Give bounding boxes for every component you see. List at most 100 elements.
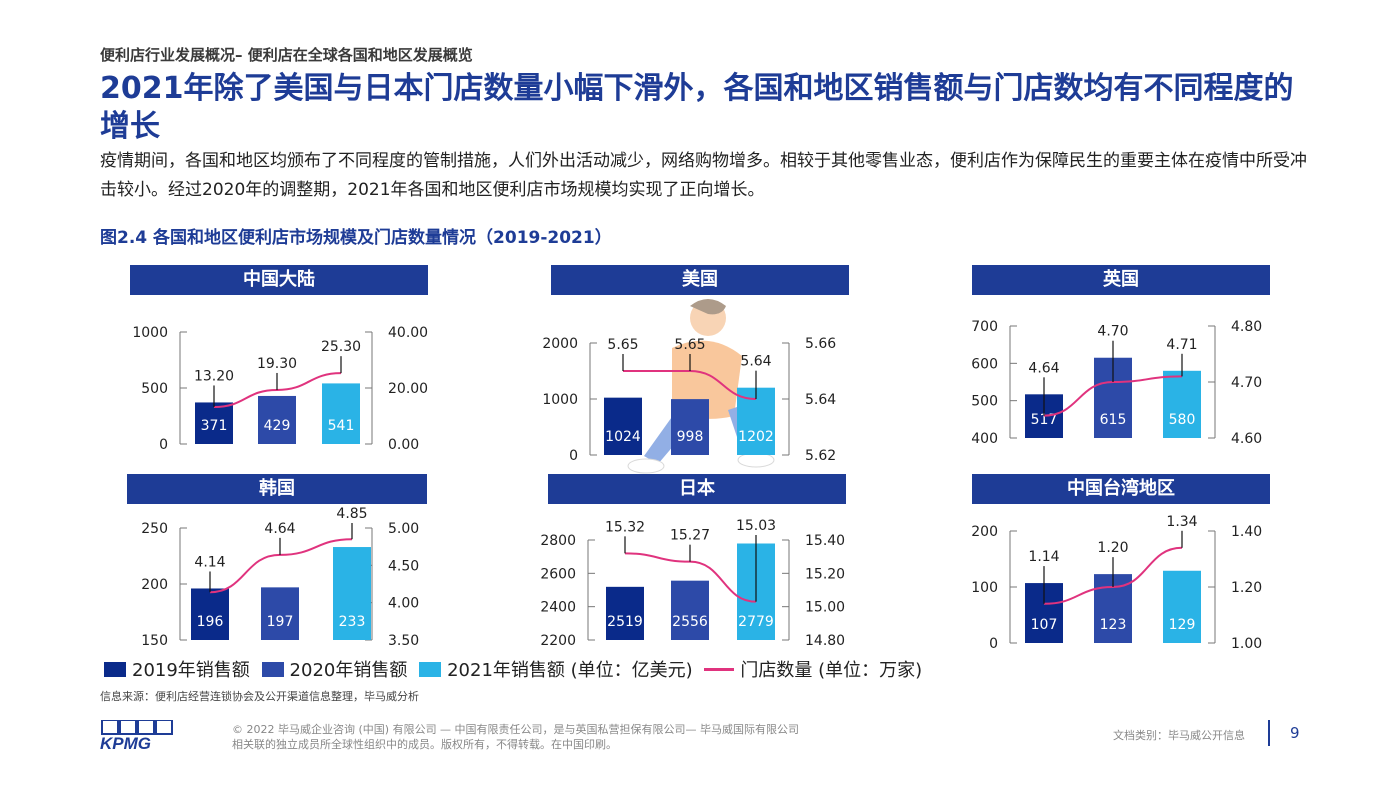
- store-count-label: 4.64: [1028, 360, 1059, 376]
- bar-2020: [258, 395, 296, 444]
- left-axis-tick-label: 2000: [542, 336, 578, 352]
- right-axis-tick-label: 0.00: [388, 437, 419, 453]
- left-axis-tick-label: 2200: [540, 633, 576, 649]
- left-axis-tick-label: 2400: [540, 600, 576, 616]
- intro-paragraph: 疫情期间，各国和地区均颁布了不同程度的管制措施，人们外出活动减少，网络购物增多。…: [100, 151, 1307, 200]
- bar-value-label: 107: [1031, 617, 1058, 633]
- legend-item-2019: 2019年销售额: [104, 656, 250, 682]
- legend-swatch-2021: [419, 662, 442, 677]
- bar-2019: [195, 402, 233, 444]
- right-axis-tick-label: 4.80: [1231, 319, 1262, 335]
- store-count-line: [622, 369, 757, 400]
- right-axis-tick-label: 1.00: [1231, 636, 1262, 652]
- right-axis-tick-label: 15.20: [805, 566, 845, 582]
- right-axis-tick-label: 5.64: [805, 392, 836, 408]
- left-axis-tick-label: 150: [141, 633, 168, 649]
- legend-label-stores: 门店数量 (单位：万家): [740, 660, 923, 681]
- store-count-label: 4.70: [1097, 324, 1128, 340]
- store-count-label: 5.65: [674, 337, 705, 353]
- panel-header-taiwan: 中国台湾地区: [972, 474, 1270, 504]
- bar-2021: [1163, 570, 1201, 643]
- bar-value-label: 2779: [738, 614, 774, 630]
- left-axis-tick-label: 1000: [132, 325, 168, 341]
- bar-2021: [322, 383, 360, 444]
- store-count-label: 19.30: [257, 356, 297, 372]
- right-axis-tick-label: 5.66: [805, 336, 836, 352]
- bar-value-label: 371: [201, 418, 228, 434]
- bar-2020: [671, 399, 709, 455]
- store-count-label: 4.85: [336, 506, 367, 522]
- legend-item-stores: 门店数量 (单位：万家): [704, 656, 922, 682]
- left-axis-tick-label: 700: [971, 319, 998, 335]
- right-axis-tick-label: 14.80: [805, 633, 845, 649]
- right-axis-tick-label: 40.00: [388, 325, 428, 341]
- right-axis-tick-label: 4.60: [1231, 431, 1262, 447]
- left-axis-tick-label: 500: [141, 381, 168, 397]
- document-classification: 文档类别：毕马威公开信息: [1113, 729, 1245, 742]
- right-axis-tick-label: 1.40: [1231, 524, 1262, 540]
- kpmg-logo: KPMG: [100, 720, 173, 752]
- bar-value-label: 615: [1100, 412, 1127, 428]
- bar-value-label: 429: [264, 418, 291, 434]
- bar-value-label: 123: [1100, 617, 1127, 633]
- bar-value-label: 541: [328, 418, 355, 434]
- store-count-label: 15.27: [670, 528, 710, 544]
- bar-value-label: 2556: [672, 614, 708, 630]
- bar-value-label: 1024: [605, 429, 641, 445]
- footer-divider: [1268, 720, 1270, 746]
- left-axis-tick-label: 600: [971, 356, 998, 372]
- copyright-text: © 2022 毕马威企业咨询 (中国) 有限公司 — 中国有限责任公司，是与英国…: [232, 722, 852, 752]
- store-count-label: 1.20: [1097, 540, 1128, 556]
- panel-header-korea: 韩国: [127, 474, 427, 504]
- store-count-label: 4.14: [194, 554, 225, 570]
- legend-label-2020: 2020年销售额: [289, 660, 408, 681]
- legend-swatch-2020: [261, 662, 284, 677]
- bar-value-label: 2519: [607, 614, 643, 630]
- left-axis-tick-label: 2800: [540, 533, 576, 549]
- right-axis-tick-label: 5.00: [388, 521, 419, 537]
- copyright-line-1: © 2022 毕马威企业咨询 (中国) 有限公司 — 中国有限责任公司，是与英国…: [232, 723, 800, 736]
- page-title: 2021年除了美国与日本门店数量小幅下滑外，各国和地区销售额与门店数均有不同程度…: [100, 71, 1294, 144]
- left-axis-tick-label: 0: [569, 448, 578, 464]
- legend-item-2020: 2020年销售额: [261, 656, 408, 682]
- copyright-line-2: 相关联的独立成员所全球性组织中的成员。版权所有，不得转载。在中国印刷。: [232, 738, 617, 751]
- breadcrumb: 便利店行业发展概况– 便利店在全球各国和地区发展概览: [100, 46, 473, 64]
- left-axis-tick-label: 250: [141, 521, 168, 537]
- bar-value-label: 197: [267, 614, 294, 630]
- store-count-label: 4.71: [1166, 337, 1197, 353]
- figure-caption: 图2.4 各国和地区便利店市场规模及门店数量情况（2019-2021）: [100, 228, 612, 248]
- left-axis-tick-label: 200: [141, 577, 168, 593]
- right-axis-tick-label: 4.50: [388, 558, 419, 574]
- left-axis-tick-label: 200: [971, 524, 998, 540]
- store-count-label: 1.14: [1028, 549, 1059, 565]
- legend-label-2019: 2019年销售额: [132, 660, 250, 681]
- right-axis-tick-label: 20.00: [388, 381, 428, 397]
- right-axis-tick-label: 15.00: [805, 600, 845, 616]
- right-axis-tick-label: 1.20: [1231, 580, 1262, 596]
- bar-value-label: 129: [1169, 617, 1196, 633]
- bar-value-label: 196: [197, 614, 224, 630]
- store-count-line: [624, 552, 757, 603]
- store-count-line: [209, 538, 353, 594]
- bar-2020: [261, 587, 299, 640]
- source-note: 信息来源：便利店经营连锁协会及公开渠道信息整理，毕马威分析: [100, 690, 419, 703]
- left-axis-tick-label: 1000: [542, 392, 578, 408]
- bar-value-label: 233: [339, 614, 366, 630]
- panel-header-usa: 美国: [551, 265, 849, 295]
- right-axis-tick-label: 3.50: [388, 633, 419, 649]
- left-axis-tick-label: 100: [971, 580, 998, 596]
- store-count-label: 25.30: [321, 339, 361, 355]
- store-count-label: 4.64: [264, 521, 295, 537]
- store-count-label: 15.03: [736, 518, 776, 534]
- legend: 2019年销售额 2020年销售额 2021年销售额 (单位：亿美元) 门店数量…: [104, 656, 928, 682]
- bar-2021: [333, 547, 371, 640]
- panel-header-uk: 英国: [972, 265, 1270, 295]
- store-count-label: 15.32: [605, 519, 645, 535]
- store-count-label: 5.65: [607, 337, 638, 353]
- left-axis-tick-label: 2600: [540, 566, 576, 582]
- panel-header-china-mainland: 中国大陆: [130, 265, 428, 295]
- left-axis-tick-label: 500: [971, 394, 998, 410]
- bar-value-label: 1202: [738, 429, 774, 445]
- store-count-label: 1.34: [1166, 514, 1197, 530]
